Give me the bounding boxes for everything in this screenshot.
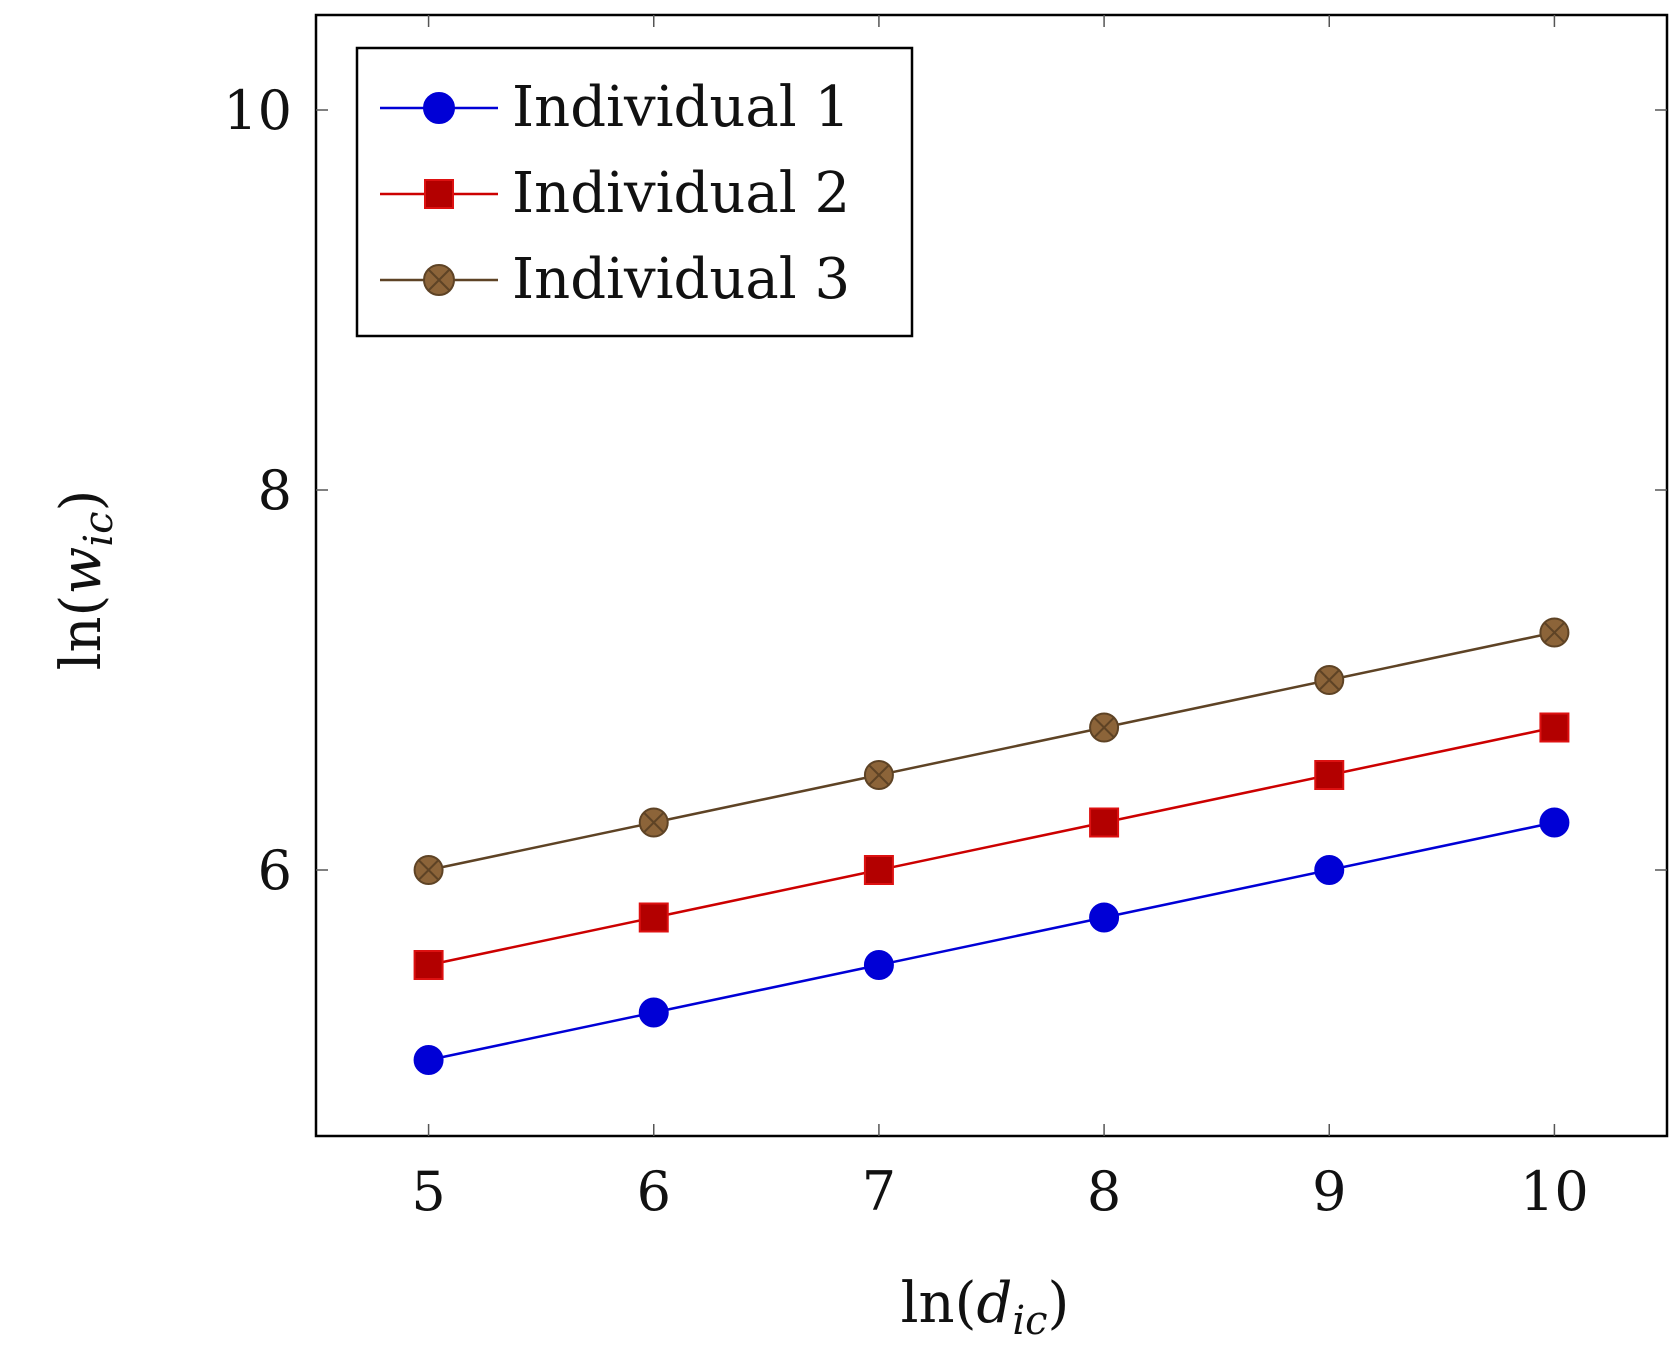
y-tick-label: 6 [258, 839, 292, 902]
data-point [638, 997, 669, 1028]
data-point [1314, 760, 1345, 790]
x-tick-label: 10 [1520, 1160, 1589, 1223]
plot-layer [314, 13, 1669, 1138]
series-3 [413, 617, 1570, 885]
data-point [1539, 807, 1570, 838]
x-tick-label: 8 [1087, 1160, 1121, 1223]
data-point [413, 855, 444, 885]
plot-frame [314, 13, 1669, 1138]
legend-marker-circle-icon [423, 92, 455, 124]
x-axis-label-var: d [976, 1271, 1012, 1336]
legend-label-2: Individual 2 [512, 161, 850, 226]
legend-entry-1: Individual 1 [380, 75, 850, 140]
y-axis-label-sub: ic [76, 511, 122, 546]
x-tick-label: 5 [411, 1160, 445, 1223]
data-point [1089, 807, 1120, 838]
series-line [428, 631, 1555, 872]
legend-entry-3: Individual 3 [380, 247, 850, 312]
x-tick-label: 7 [862, 1160, 896, 1223]
data-point [1089, 902, 1120, 933]
x-axis-label-sub: ic [1012, 1298, 1047, 1344]
x-axis-label-fn: ln [901, 1271, 955, 1336]
data-point [1539, 712, 1570, 743]
data-point [638, 807, 669, 838]
data-point [413, 1045, 444, 1075]
legend-label-1: Individual 1 [512, 75, 850, 140]
y-tick-label: 10 [223, 79, 292, 142]
data-point [863, 855, 894, 885]
data-point [1539, 617, 1570, 648]
y-axis-label-fn: ln [49, 616, 114, 670]
series-2 [413, 712, 1570, 980]
legend: Individual 1 Individual 2 Individual 3 [355, 46, 914, 338]
data-point [1314, 665, 1345, 695]
series-line [428, 821, 1555, 1062]
x-tick-label: 6 [637, 1160, 671, 1223]
y-axis-label-var: w [49, 547, 114, 595]
ticks-layer: 5 6 7 8 9 10 6 8 10 [223, 15, 1667, 1223]
data-point [638, 902, 669, 933]
data-point [1089, 712, 1120, 743]
data-point [1314, 855, 1345, 885]
y-axis-label: ln(wic) [49, 490, 122, 671]
x-tick-label: 9 [1312, 1160, 1346, 1223]
series-1 [413, 807, 1570, 1075]
x-axis-label: ln(dic) [901, 1271, 1070, 1344]
data-point [413, 950, 444, 980]
legend-marker-circle-x-icon [423, 264, 455, 296]
legend-marker-square-icon [424, 179, 454, 209]
data-point [863, 950, 894, 980]
y-tick-label: 8 [258, 459, 292, 522]
legend-label-3: Individual 3 [512, 247, 850, 312]
series-line [428, 726, 1555, 967]
legend-entry-2: Individual 2 [380, 161, 850, 226]
data-point [863, 760, 894, 790]
series-layer [413, 617, 1570, 1075]
